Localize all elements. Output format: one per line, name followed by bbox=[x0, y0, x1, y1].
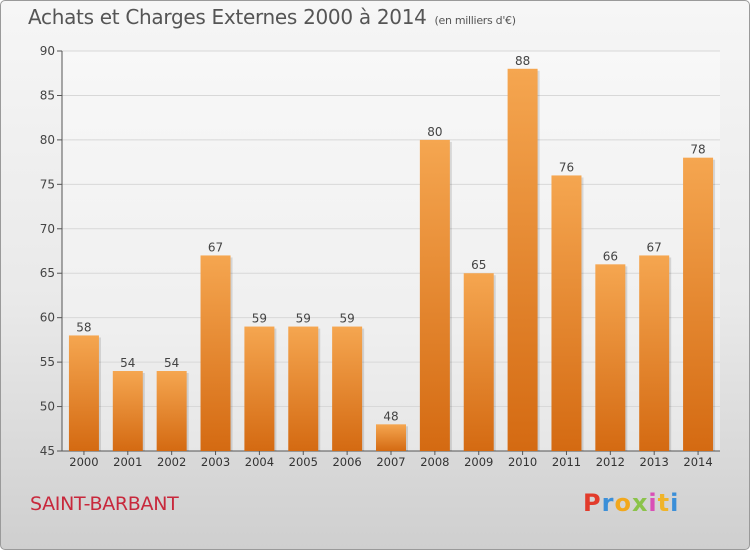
x-tick-label: 2013 bbox=[640, 455, 669, 469]
bar-value-label: 67 bbox=[208, 240, 223, 254]
x-tick-label: 2003 bbox=[201, 455, 230, 469]
y-tick-label: 70 bbox=[40, 222, 55, 236]
bar-value-label: 88 bbox=[515, 54, 530, 68]
bar bbox=[332, 326, 363, 451]
bar bbox=[463, 273, 494, 451]
bar-value-label: 67 bbox=[647, 240, 662, 254]
chart-subtitle: (en milliers d'€) bbox=[434, 14, 516, 27]
bar-value-label: 54 bbox=[164, 356, 179, 370]
logo-letter: P bbox=[583, 489, 602, 517]
x-tick-label: 2001 bbox=[113, 455, 142, 469]
logo-letter: i bbox=[670, 489, 680, 517]
x-tick-label: 2007 bbox=[376, 455, 405, 469]
bar bbox=[376, 424, 406, 451]
bar-value-label: 59 bbox=[296, 312, 311, 326]
y-tick-label: 80 bbox=[40, 133, 55, 147]
y-tick-label: 90 bbox=[40, 44, 55, 58]
bar-value-label: 58 bbox=[76, 320, 91, 334]
bar bbox=[639, 255, 670, 451]
bar bbox=[288, 326, 319, 451]
bar-value-label: 66 bbox=[603, 249, 618, 263]
logo-letter: i bbox=[648, 489, 658, 517]
x-tick-label: 2008 bbox=[420, 455, 449, 469]
bar bbox=[112, 371, 143, 451]
bar bbox=[419, 139, 450, 451]
chart-title-text: Achats et Charges Externes 2000 à 2014 bbox=[28, 5, 427, 29]
bar-value-label: 65 bbox=[471, 258, 486, 272]
logo-letter: r bbox=[601, 489, 615, 517]
proxiti-logo: Proxiti bbox=[583, 489, 679, 517]
place-name: SAINT-BARBANT bbox=[30, 493, 179, 515]
bar-value-label: 80 bbox=[427, 125, 442, 139]
bar bbox=[683, 157, 714, 451]
bar bbox=[156, 371, 187, 451]
bar bbox=[551, 175, 582, 451]
x-tick-label: 2004 bbox=[245, 455, 274, 469]
logo-letter: o bbox=[614, 489, 632, 517]
chart-title: Achats et Charges Externes 2000 à 2014 (e… bbox=[28, 5, 516, 29]
y-tick-label: 85 bbox=[40, 88, 55, 102]
bar-value-label: 76 bbox=[559, 160, 574, 174]
y-tick-label: 55 bbox=[40, 355, 55, 369]
x-tick-label: 2009 bbox=[464, 455, 493, 469]
x-tick-label: 2011 bbox=[552, 455, 581, 469]
y-tick-label: 75 bbox=[40, 177, 55, 191]
x-tick-label: 2012 bbox=[596, 455, 625, 469]
x-tick-label: 2006 bbox=[332, 455, 361, 469]
bar-value-label: 48 bbox=[383, 409, 398, 423]
bar-value-label: 59 bbox=[252, 312, 267, 326]
y-tick-label: 50 bbox=[40, 400, 55, 414]
bar bbox=[244, 326, 275, 451]
bar bbox=[507, 68, 538, 452]
logo-letter: x bbox=[631, 489, 649, 517]
bar-value-label: 54 bbox=[120, 356, 135, 370]
bar bbox=[595, 264, 626, 451]
bar-value-label: 78 bbox=[690, 143, 705, 157]
y-tick-label: 60 bbox=[40, 311, 55, 325]
bar-value-label: 59 bbox=[339, 312, 354, 326]
y-tick-label: 45 bbox=[40, 444, 55, 458]
x-tick-label: 2002 bbox=[157, 455, 186, 469]
x-tick-label: 2005 bbox=[289, 455, 318, 469]
bar bbox=[200, 255, 231, 451]
y-tick-label: 65 bbox=[40, 266, 55, 280]
bar bbox=[68, 335, 99, 451]
x-tick-label: 2014 bbox=[683, 455, 712, 469]
x-tick-label: 2010 bbox=[508, 455, 537, 469]
x-tick-label: 2000 bbox=[69, 455, 98, 469]
logo-letter: t bbox=[657, 489, 671, 517]
